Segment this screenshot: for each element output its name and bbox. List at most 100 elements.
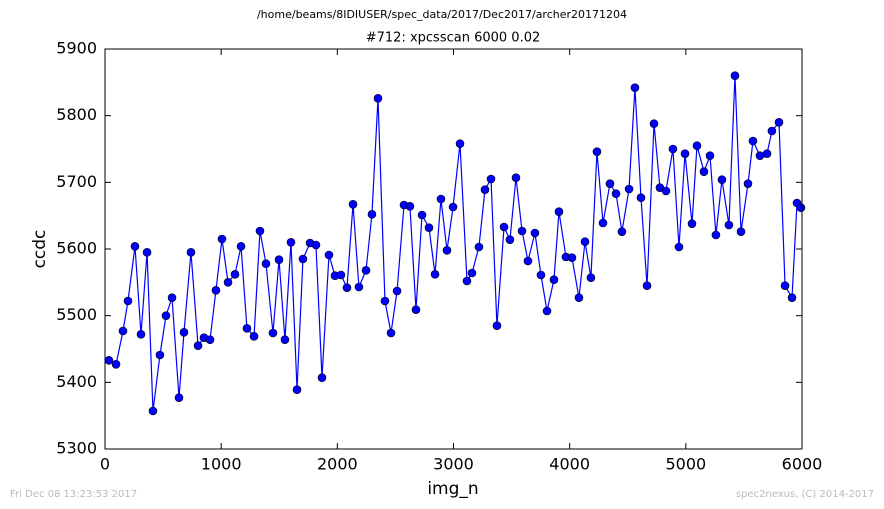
data-point xyxy=(217,234,227,244)
y-tick-label: 5600 xyxy=(56,239,97,258)
data-point xyxy=(611,189,621,198)
data-point xyxy=(104,356,114,365)
x-tick-label: 5000 xyxy=(665,455,706,474)
data-point xyxy=(455,139,465,148)
x-axis-label: img_n xyxy=(427,479,478,499)
data-point xyxy=(286,238,296,247)
data-point xyxy=(411,305,421,314)
y-tick-label: 5500 xyxy=(56,305,97,324)
data-point xyxy=(155,350,165,360)
data-point xyxy=(580,237,590,246)
data-point xyxy=(392,286,402,296)
data-point xyxy=(342,283,352,292)
data-point xyxy=(705,151,715,160)
x-tick-label: 2000 xyxy=(317,455,358,474)
data-point xyxy=(567,253,577,262)
data-point xyxy=(186,248,196,257)
data-point xyxy=(386,328,396,338)
data-point xyxy=(274,255,284,264)
data-point xyxy=(211,286,221,295)
y-tick-label: 5300 xyxy=(56,439,97,458)
data-point xyxy=(774,118,784,127)
footer-right: spec2nexus, (C) 2014-2017 xyxy=(736,489,874,500)
data-point xyxy=(649,119,659,128)
data-point xyxy=(223,278,233,287)
data-point xyxy=(268,328,278,338)
data-point xyxy=(486,174,496,184)
data-point xyxy=(142,248,152,257)
data-point xyxy=(148,406,158,416)
data-point xyxy=(348,200,358,209)
data-point xyxy=(680,149,690,158)
data-point xyxy=(674,242,684,252)
data-point xyxy=(161,311,171,320)
data-point xyxy=(179,328,189,337)
data-point xyxy=(762,149,772,158)
data-point xyxy=(624,184,634,194)
data-point xyxy=(205,335,215,344)
data-point xyxy=(711,230,721,240)
data-point xyxy=(598,218,608,228)
data-point xyxy=(592,147,602,156)
data-point xyxy=(668,144,678,154)
data-point xyxy=(530,228,540,238)
plot-frame xyxy=(104,48,803,450)
data-line xyxy=(108,75,802,412)
data-point xyxy=(130,242,140,251)
data-point xyxy=(699,167,709,176)
data-point xyxy=(123,296,133,306)
data-point xyxy=(236,242,246,251)
data-point xyxy=(586,273,596,282)
data-point xyxy=(417,210,427,220)
data-point xyxy=(767,126,777,136)
data-point xyxy=(317,373,327,382)
data-point xyxy=(636,193,646,202)
data-point xyxy=(442,246,452,255)
data-point xyxy=(430,270,440,279)
data-point xyxy=(462,276,472,286)
data-point xyxy=(280,335,290,344)
data-point xyxy=(261,259,271,268)
data-point xyxy=(242,324,252,333)
data-point xyxy=(436,194,446,204)
data-point xyxy=(361,266,371,275)
data-point xyxy=(554,207,564,216)
data-point xyxy=(748,136,758,146)
data-point xyxy=(480,185,490,194)
data-point xyxy=(111,360,121,369)
data-point xyxy=(467,268,477,278)
y-tick-label: 5800 xyxy=(56,105,97,124)
data-point xyxy=(755,151,765,160)
data-point xyxy=(724,220,734,230)
data-point xyxy=(230,270,240,279)
data-point xyxy=(193,341,203,350)
data-point xyxy=(474,242,484,252)
data-point xyxy=(743,179,753,188)
data-point xyxy=(324,250,334,260)
x-tick-label: 4000 xyxy=(549,455,590,474)
data-point xyxy=(292,385,302,394)
data-point xyxy=(311,240,321,250)
data-point xyxy=(405,202,415,211)
data-point xyxy=(523,256,533,266)
footer-left: Fri Dec 08 13:23:53 2017 xyxy=(10,489,137,500)
data-point xyxy=(780,281,790,290)
data-point xyxy=(642,281,652,290)
data-point xyxy=(605,179,615,188)
y-tick-label: 5700 xyxy=(56,172,97,191)
data-point xyxy=(255,226,265,236)
data-point xyxy=(424,223,434,232)
x-tick-label: 3000 xyxy=(433,455,474,474)
data-point xyxy=(505,235,515,244)
data-point xyxy=(796,203,806,212)
y-tick-label: 5400 xyxy=(56,372,97,391)
data-point xyxy=(298,254,308,264)
y-axis-label: ccdc xyxy=(30,230,50,269)
data-point xyxy=(136,330,146,339)
x-tick-label: 1000 xyxy=(201,455,242,474)
data-point xyxy=(536,270,546,280)
data-point xyxy=(549,275,559,284)
data-point xyxy=(499,222,509,232)
